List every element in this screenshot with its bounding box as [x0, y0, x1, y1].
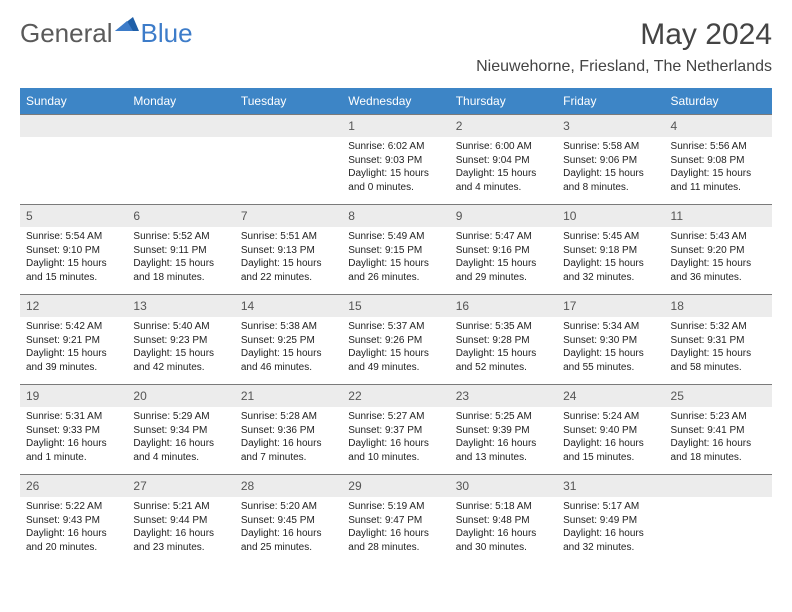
day-content: Sunrise: 5:20 AMSunset: 9:45 PMDaylight:…: [235, 497, 342, 564]
day-content: Sunrise: 5:37 AMSunset: 9:26 PMDaylight:…: [342, 317, 449, 385]
day-number-row: 262728293031: [20, 475, 772, 498]
day-number: 31: [557, 475, 664, 498]
day-content: Sunrise: 5:35 AMSunset: 9:28 PMDaylight:…: [450, 317, 557, 385]
day-number: 10: [557, 205, 664, 228]
day-number: 30: [450, 475, 557, 498]
day-content: Sunrise: 5:42 AMSunset: 9:21 PMDaylight:…: [20, 317, 127, 385]
day-number: [665, 475, 772, 498]
day-content: [20, 137, 127, 205]
day-content: Sunrise: 5:21 AMSunset: 9:44 PMDaylight:…: [127, 497, 234, 564]
logo-text-blue: Blue: [141, 18, 193, 49]
day-number-row: 567891011: [20, 205, 772, 228]
day-content: [127, 137, 234, 205]
day-content: Sunrise: 5:49 AMSunset: 9:15 PMDaylight:…: [342, 227, 449, 295]
day-content: Sunrise: 5:56 AMSunset: 9:08 PMDaylight:…: [665, 137, 772, 205]
day-number-row: 1234: [20, 115, 772, 138]
day-content-row: Sunrise: 5:54 AMSunset: 9:10 PMDaylight:…: [20, 227, 772, 295]
day-content: Sunrise: 6:00 AMSunset: 9:04 PMDaylight:…: [450, 137, 557, 205]
day-content: Sunrise: 5:22 AMSunset: 9:43 PMDaylight:…: [20, 497, 127, 564]
day-number: 11: [665, 205, 772, 228]
day-number: 16: [450, 295, 557, 318]
day-number: 19: [20, 385, 127, 408]
day-number: 13: [127, 295, 234, 318]
weekday-header: Monday: [127, 88, 234, 115]
day-number: 23: [450, 385, 557, 408]
weekday-header: Tuesday: [235, 88, 342, 115]
day-content: Sunrise: 5:23 AMSunset: 9:41 PMDaylight:…: [665, 407, 772, 475]
day-number: 2: [450, 115, 557, 138]
day-number: 18: [665, 295, 772, 318]
day-content-row: Sunrise: 5:42 AMSunset: 9:21 PMDaylight:…: [20, 317, 772, 385]
day-content: Sunrise: 5:51 AMSunset: 9:13 PMDaylight:…: [235, 227, 342, 295]
day-content: Sunrise: 5:31 AMSunset: 9:33 PMDaylight:…: [20, 407, 127, 475]
day-content: Sunrise: 5:29 AMSunset: 9:34 PMDaylight:…: [127, 407, 234, 475]
day-number-row: 12131415161718: [20, 295, 772, 318]
day-content-row: Sunrise: 5:22 AMSunset: 9:43 PMDaylight:…: [20, 497, 772, 564]
day-number: 12: [20, 295, 127, 318]
day-content: Sunrise: 5:38 AMSunset: 9:25 PMDaylight:…: [235, 317, 342, 385]
day-number: 1: [342, 115, 449, 138]
day-number: 26: [20, 475, 127, 498]
day-number: [127, 115, 234, 138]
day-number: 8: [342, 205, 449, 228]
day-content: Sunrise: 5:28 AMSunset: 9:36 PMDaylight:…: [235, 407, 342, 475]
day-number: 3: [557, 115, 664, 138]
logo-text-general: General: [20, 18, 113, 49]
day-number: 7: [235, 205, 342, 228]
logo-triangle-icon: [115, 15, 139, 36]
day-number: 29: [342, 475, 449, 498]
day-number: 25: [665, 385, 772, 408]
day-content: Sunrise: 5:45 AMSunset: 9:18 PMDaylight:…: [557, 227, 664, 295]
day-content: Sunrise: 5:27 AMSunset: 9:37 PMDaylight:…: [342, 407, 449, 475]
day-content: Sunrise: 5:47 AMSunset: 9:16 PMDaylight:…: [450, 227, 557, 295]
title-block: May 2024 Nieuwehorne, Friesland, The Net…: [476, 18, 772, 84]
day-content: Sunrise: 6:02 AMSunset: 9:03 PMDaylight:…: [342, 137, 449, 205]
day-content: Sunrise: 5:54 AMSunset: 9:10 PMDaylight:…: [20, 227, 127, 295]
day-number: 15: [342, 295, 449, 318]
day-number: [235, 115, 342, 138]
weekday-header: Sunday: [20, 88, 127, 115]
day-content: Sunrise: 5:24 AMSunset: 9:40 PMDaylight:…: [557, 407, 664, 475]
day-number: 20: [127, 385, 234, 408]
day-number: 21: [235, 385, 342, 408]
header: General Blue May 2024 Nieuwehorne, Fries…: [20, 18, 772, 84]
day-number: 4: [665, 115, 772, 138]
day-content: Sunrise: 5:43 AMSunset: 9:20 PMDaylight:…: [665, 227, 772, 295]
day-number: 5: [20, 205, 127, 228]
day-number: 28: [235, 475, 342, 498]
calendar-body: 1234Sunrise: 6:02 AMSunset: 9:03 PMDayli…: [20, 115, 772, 565]
day-number: 22: [342, 385, 449, 408]
day-number: 24: [557, 385, 664, 408]
day-content: Sunrise: 5:40 AMSunset: 9:23 PMDaylight:…: [127, 317, 234, 385]
day-content-row: Sunrise: 6:02 AMSunset: 9:03 PMDaylight:…: [20, 137, 772, 205]
weekday-header: Saturday: [665, 88, 772, 115]
day-content: [235, 137, 342, 205]
day-content: Sunrise: 5:52 AMSunset: 9:11 PMDaylight:…: [127, 227, 234, 295]
day-number: 27: [127, 475, 234, 498]
day-content: Sunrise: 5:19 AMSunset: 9:47 PMDaylight:…: [342, 497, 449, 564]
weekday-header: Wednesday: [342, 88, 449, 115]
day-content: [665, 497, 772, 564]
logo: General Blue: [20, 18, 193, 49]
day-content: Sunrise: 5:58 AMSunset: 9:06 PMDaylight:…: [557, 137, 664, 205]
location-subtitle: Nieuwehorne, Friesland, The Netherlands: [476, 58, 772, 76]
day-content: Sunrise: 5:32 AMSunset: 9:31 PMDaylight:…: [665, 317, 772, 385]
weekday-header-row: SundayMondayTuesdayWednesdayThursdayFrid…: [20, 88, 772, 115]
day-content: Sunrise: 5:18 AMSunset: 9:48 PMDaylight:…: [450, 497, 557, 564]
day-number: 14: [235, 295, 342, 318]
day-content: Sunrise: 5:17 AMSunset: 9:49 PMDaylight:…: [557, 497, 664, 564]
day-number: 6: [127, 205, 234, 228]
calendar-table: SundayMondayTuesdayWednesdayThursdayFrid…: [20, 88, 772, 564]
weekday-header: Thursday: [450, 88, 557, 115]
day-number-row: 19202122232425: [20, 385, 772, 408]
day-number: 9: [450, 205, 557, 228]
day-number: [20, 115, 127, 138]
day-number: 17: [557, 295, 664, 318]
day-content: Sunrise: 5:34 AMSunset: 9:30 PMDaylight:…: [557, 317, 664, 385]
day-content-row: Sunrise: 5:31 AMSunset: 9:33 PMDaylight:…: [20, 407, 772, 475]
month-title: May 2024: [476, 18, 772, 52]
day-content: Sunrise: 5:25 AMSunset: 9:39 PMDaylight:…: [450, 407, 557, 475]
weekday-header: Friday: [557, 88, 664, 115]
